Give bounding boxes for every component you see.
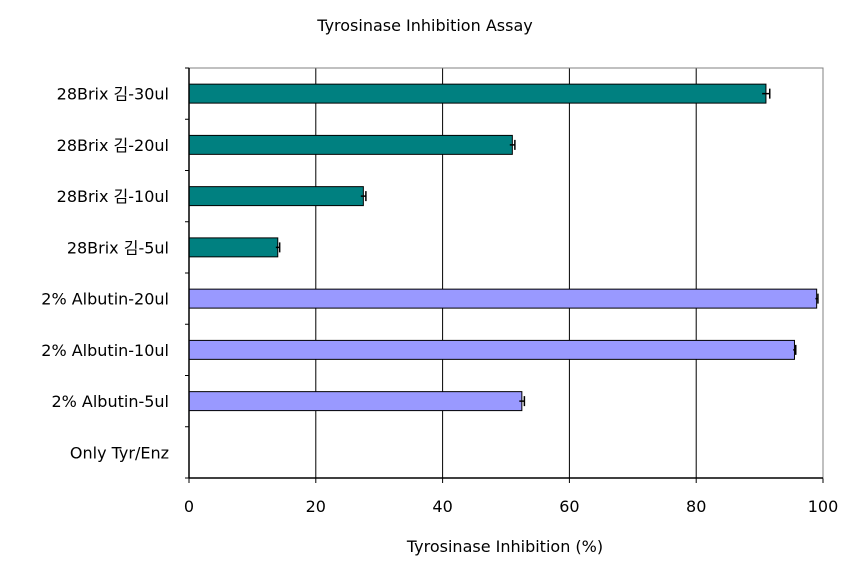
bar-6 <box>189 392 522 411</box>
x-tick-label-80: 80 <box>686 497 706 516</box>
bar-0 <box>189 84 766 103</box>
category-label-1: 28Brix 김-20ul <box>57 136 169 155</box>
bar-2 <box>189 187 363 206</box>
category-label-3: 28Brix 김-5ul <box>67 238 169 257</box>
plot-frame <box>189 68 823 478</box>
bar-3 <box>189 238 278 257</box>
category-label-6: 2% Albutin-5ul <box>51 392 169 411</box>
bar-5 <box>189 340 794 359</box>
bar-4 <box>189 289 817 308</box>
x-tick-label-60: 60 <box>559 497 579 516</box>
x-tick-label-0: 0 <box>184 497 194 516</box>
chart-title: Tyrosinase Inhibition Assay <box>316 16 532 35</box>
category-label-7: Only Tyr/Enz <box>70 443 169 462</box>
category-label-4: 2% Albutin-20ul <box>41 290 169 309</box>
x-tick-label-20: 20 <box>306 497 326 516</box>
x-tick-label-100: 100 <box>808 497 839 516</box>
bar-1 <box>189 135 512 154</box>
category-label-2: 28Brix 김-10ul <box>57 187 169 206</box>
x-tick-label-40: 40 <box>432 497 452 516</box>
plot-area: 0 20 40 60 80 100 28Brix 김-30ul 28Brix 김-20ul 28… <box>41 68 838 516</box>
x-axis-label: Tyrosinase Inhibition (%) <box>406 537 603 556</box>
category-label-5: 2% Albutin-10ul <box>41 341 169 360</box>
category-label-0: 28Brix 김-30ul <box>57 85 169 104</box>
